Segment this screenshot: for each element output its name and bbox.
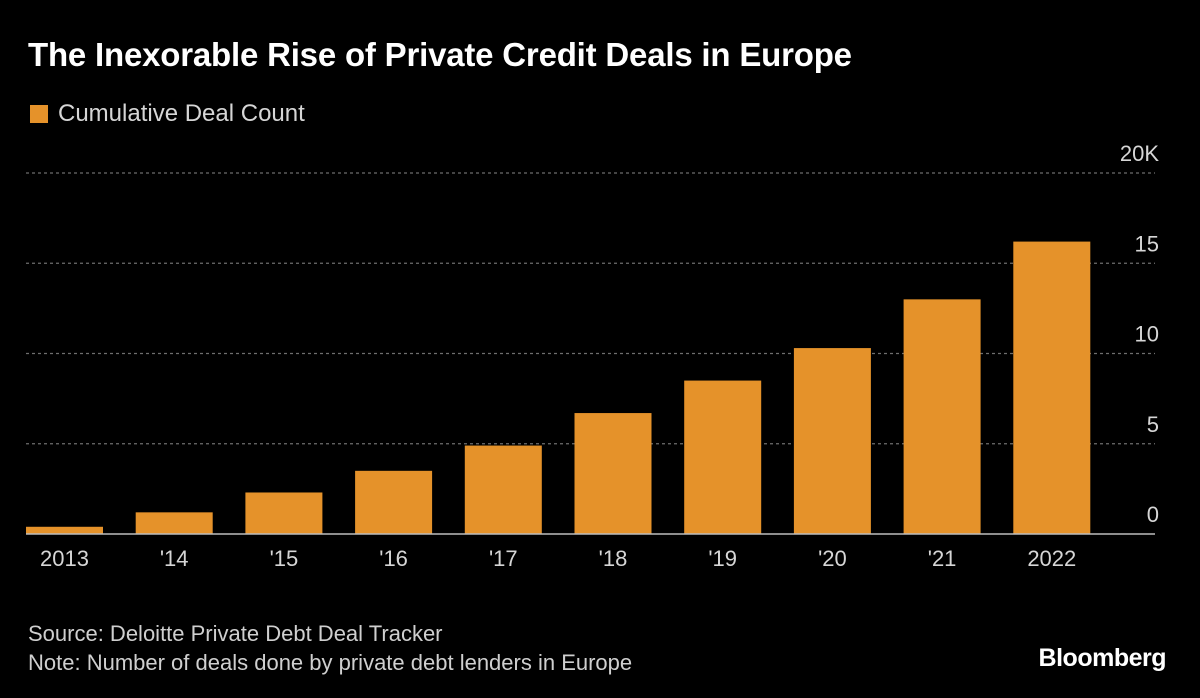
x-tick-label: '15 xyxy=(270,546,299,571)
bar xyxy=(684,380,762,534)
bar xyxy=(464,445,542,534)
x-tick-label: '14 xyxy=(160,546,189,571)
source-note: Source: Deloitte Private Debt Deal Track… xyxy=(28,621,443,646)
bloomberg-logo: Bloomberg xyxy=(1038,644,1167,672)
axes: 0 5 10 15 20K 2013 '14 '15 '16 '17 '18 '19 '20 '21 202… xyxy=(26,141,1159,571)
x-tick-label: '21 xyxy=(928,546,957,571)
x-tick-label: '16 xyxy=(379,546,408,571)
y-tick-label: 5 xyxy=(1147,412,1159,437)
bar xyxy=(1013,241,1091,534)
bars xyxy=(26,241,1091,534)
bar xyxy=(355,470,433,534)
x-tick-label: 2022 xyxy=(1027,546,1076,571)
y-tick-label: 0 xyxy=(1147,502,1159,527)
bar xyxy=(135,512,213,534)
y-tick-label: 10 xyxy=(1135,322,1159,347)
x-tick-label: '19 xyxy=(708,546,737,571)
bar xyxy=(903,299,981,534)
x-tick-label: '17 xyxy=(489,546,518,571)
chart-title: The Inexorable Rise of Private Credit De… xyxy=(28,36,852,73)
bar xyxy=(574,413,652,534)
footnote: Note: Number of deals done by private de… xyxy=(28,650,633,675)
bar xyxy=(793,348,871,534)
legend: Cumulative Deal Count xyxy=(30,100,305,128)
x-tick-label: '18 xyxy=(599,546,628,571)
bar xyxy=(26,526,103,534)
x-tick-label: 2013 xyxy=(40,546,89,571)
legend-swatch xyxy=(30,105,48,123)
x-tick-label: '20 xyxy=(818,546,847,571)
legend-label: Cumulative Deal Count xyxy=(58,100,305,127)
bar xyxy=(245,492,323,534)
gridlines xyxy=(26,172,1155,445)
y-tick-label: 15 xyxy=(1135,231,1159,256)
y-tick-label: 20K xyxy=(1120,141,1159,166)
